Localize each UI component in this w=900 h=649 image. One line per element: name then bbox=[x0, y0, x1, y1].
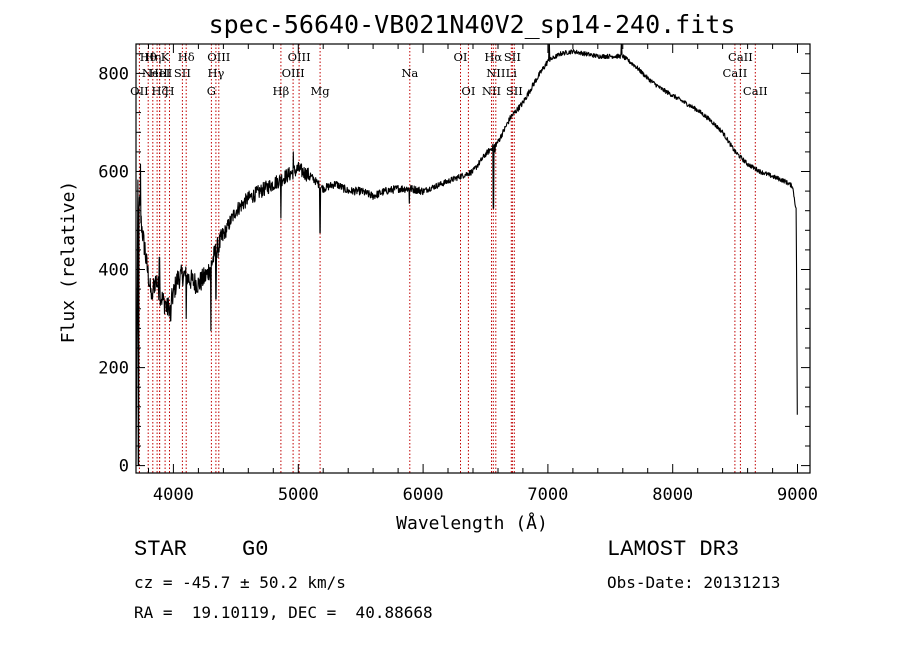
y-tick-label: 400 bbox=[98, 261, 129, 281]
line-marker-label: HeI bbox=[149, 66, 170, 80]
line-marker-label: Mg bbox=[311, 84, 331, 98]
observation-date: Obs-Date: 20131213 bbox=[607, 573, 781, 592]
line-marker-label: Li bbox=[506, 66, 518, 80]
line-marker-label: OIII bbox=[282, 66, 305, 80]
y-axis-label: Flux (relative) bbox=[58, 181, 79, 344]
line-marker-label: Hγ bbox=[207, 66, 224, 80]
x-tick-label: 5000 bbox=[278, 485, 319, 505]
y-tick-label: 0 bbox=[119, 457, 129, 477]
line-marker-label: CaII bbox=[743, 84, 768, 98]
object-class: STAR bbox=[134, 537, 187, 562]
line-marker-label: Hζ bbox=[151, 84, 167, 98]
y-tick-label: 600 bbox=[98, 163, 129, 183]
line-marker-label: H bbox=[164, 84, 174, 98]
x-tick-label: 8000 bbox=[652, 485, 693, 505]
line-marker-label: Hθ bbox=[140, 50, 157, 64]
survey-release: LAMOST DR3 bbox=[607, 537, 740, 562]
x-tick-label: 9000 bbox=[777, 485, 818, 505]
object-subclass: G0 bbox=[242, 537, 269, 562]
chart-title: spec-56640-VB021N40V2_sp14-240.fits bbox=[209, 10, 736, 39]
line-marker-label: Hδ bbox=[178, 50, 195, 64]
y-axis-ticks: 0 200 400 600 800 bbox=[98, 53, 810, 477]
line-marker-label: Hβ bbox=[273, 84, 290, 98]
y-tick-label: 800 bbox=[98, 64, 129, 84]
line-marker-label: OIII bbox=[288, 50, 311, 64]
line-marker-label: Na bbox=[401, 66, 418, 80]
line-markers bbox=[138, 44, 756, 473]
line-marker-label: OII bbox=[130, 84, 149, 98]
line-marker-label: SII bbox=[504, 50, 521, 64]
plot-frame bbox=[135, 43, 811, 474]
line-marker-label: NII bbox=[482, 84, 501, 98]
spectrum-line bbox=[135, 43, 798, 466]
line-marker-label: Hη bbox=[144, 50, 161, 64]
line-marker-label: K bbox=[161, 50, 170, 64]
line-marker-label: SII bbox=[506, 84, 523, 98]
x-axis-label: Wavelength (Å) bbox=[396, 512, 548, 534]
x-tick-label: 4000 bbox=[153, 485, 194, 505]
line-marker-label: OI bbox=[461, 84, 475, 98]
line-marker-labels: OIIHθHηNeIIIHeIHζKHSIIHδGHγOIIIHβOIIIOII… bbox=[130, 50, 768, 98]
line-marker-label: SII bbox=[174, 66, 191, 80]
x-tick-label: 7000 bbox=[527, 485, 568, 505]
line-marker-label: NeIII bbox=[142, 66, 173, 80]
line-marker-label: NII bbox=[486, 66, 505, 80]
line-marker-label: CaII bbox=[723, 66, 748, 80]
line-marker-label: OIII bbox=[207, 50, 230, 64]
x-tick-label: 6000 bbox=[403, 485, 444, 505]
x-axis-ticks: 4000 5000 6000 7000 8000 9000 bbox=[148, 44, 818, 505]
coordinates: RA = 19.10119, DEC = 40.88668 bbox=[134, 603, 433, 622]
redshift-info: cz = -45.7 ± 50.2 km/s bbox=[134, 573, 346, 592]
line-marker-label: G bbox=[207, 84, 216, 98]
line-marker-label: Hα bbox=[484, 50, 502, 64]
line-marker-label: CaII bbox=[728, 50, 753, 64]
line-marker-label: OI bbox=[454, 50, 468, 64]
y-tick-label: 200 bbox=[98, 359, 129, 379]
